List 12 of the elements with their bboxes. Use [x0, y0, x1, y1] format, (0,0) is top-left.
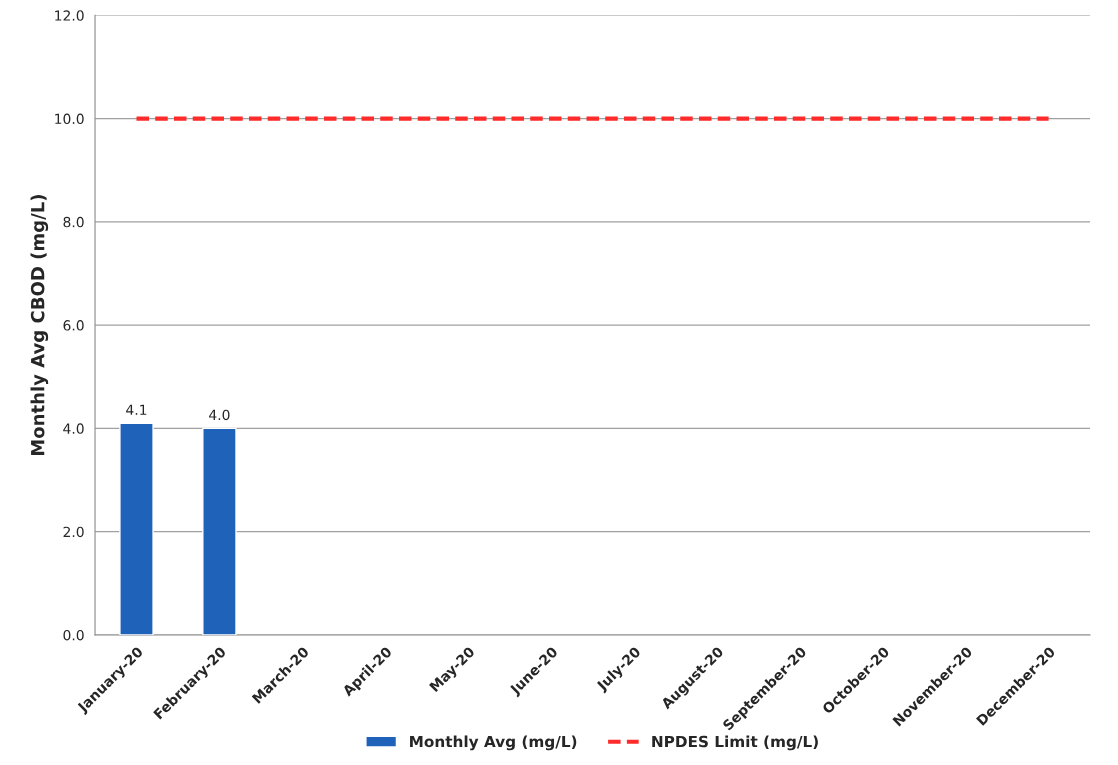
y-axis-title: Monthly Avg CBOD (mg/L): [30, 195, 49, 456]
data-label: 4.0: [209, 409, 230, 421]
y-tick-label: 2.0: [63, 526, 84, 538]
legend-label: Monthly Avg (mg/L): [410, 735, 577, 751]
y-tick-label: 0.0: [63, 629, 84, 641]
y-tick-label: 12.0: [55, 10, 84, 21]
y-tick-label: 10.0: [55, 113, 84, 125]
legend-label: NPDES Limit (mg/L): [652, 735, 818, 751]
y-tick-label: 6.0: [63, 320, 84, 331]
data-label: 4.1: [126, 404, 147, 415]
y-tick-label: 4.0: [63, 423, 84, 434]
y-tick-label: 8.0: [63, 216, 84, 228]
